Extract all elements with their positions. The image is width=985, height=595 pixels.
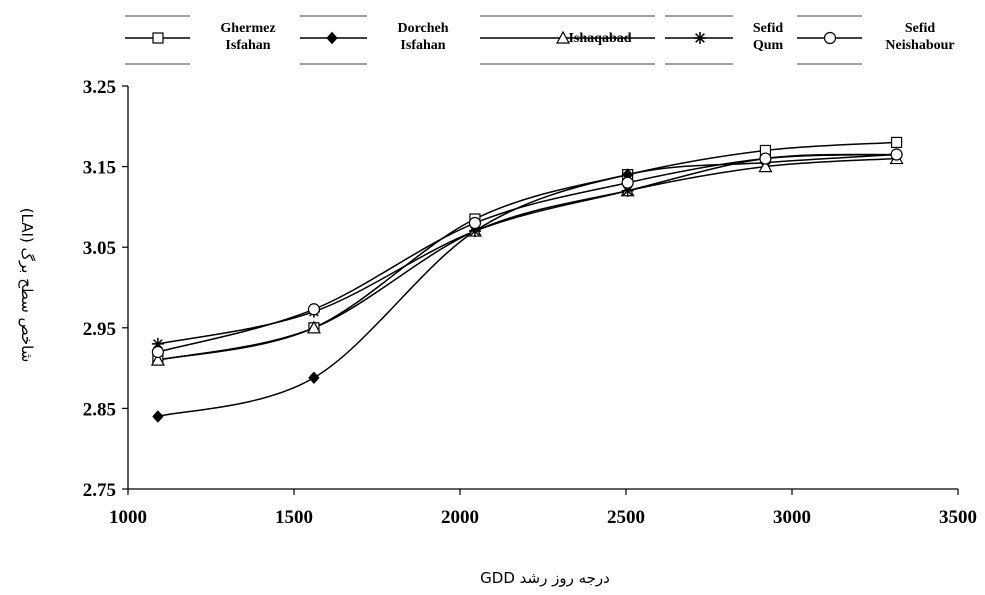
data-point-circle [307, 303, 321, 316]
data-point-triangle [758, 159, 773, 173]
legend-item: Sefid Neishabour [797, 15, 955, 65]
data-point-triangle [306, 320, 321, 334]
legend-marker-triangle [555, 30, 571, 44]
series-markers [150, 136, 904, 423]
legend: Ghermez Isfahan Dorcheh Isfahan Ishaqabad Sef… [125, 15, 955, 65]
data-point-square [890, 136, 903, 149]
data-point-star [621, 184, 634, 197]
y-tick-label: 3.15 [83, 158, 116, 179]
legend-item: Dorcheh Isfahan [300, 15, 449, 65]
legend-label: Qum [753, 38, 784, 53]
data-point-diamond [152, 410, 164, 423]
legend-marker-circle [823, 31, 837, 45]
legend-item: Ishaqabad [480, 15, 655, 65]
y-tick-label: 3.25 [83, 77, 116, 98]
series-line [157, 141, 897, 361]
data-point-circle [468, 216, 482, 230]
series-line [157, 157, 897, 361]
y-tick-label: 3.05 [83, 238, 116, 259]
y-tick-label: 2.85 [83, 399, 116, 420]
data-point-star [468, 225, 481, 238]
y-axis-title: شاخص سطح برگ (LAI) [18, 208, 36, 363]
legend-label: Sefid [905, 21, 936, 36]
y-tick-label: 2.95 [83, 319, 116, 340]
plot-area: 3.25 3.15 3.05 2.95 2.85 2.75 1000 1500 2000 2500… [83, 77, 977, 528]
legend-marker-square [152, 32, 164, 44]
data-point-triangle [150, 352, 165, 366]
x-tick-label: 1000 [109, 507, 147, 528]
legend-label: Sefid [753, 21, 784, 36]
legend-label: Ishaqabad [568, 31, 631, 46]
series-line [157, 153, 897, 345]
legend-label: Neishabour [885, 38, 954, 53]
x-tick-label: 3500 [939, 507, 977, 528]
x-tick-label: 1500 [275, 507, 313, 528]
data-point-circle [151, 345, 164, 359]
x-tick-label: 2000 [441, 507, 479, 528]
x-tick-label: 3000 [773, 507, 811, 528]
legend-item: Sefid Qum [665, 15, 784, 65]
x-tick-label: 2500 [607, 507, 645, 528]
legend-label: Ghermez [220, 21, 275, 36]
legend-label: Dorcheh [397, 21, 448, 36]
legend-marker-star [694, 32, 706, 44]
series-line [157, 153, 897, 418]
data-point-diamond [308, 371, 320, 385]
data-point-circle [890, 148, 903, 161]
legend-marker-diamond [326, 31, 338, 45]
data-point-circle [621, 176, 634, 189]
series-line [157, 153, 897, 353]
series-lines [157, 141, 897, 418]
legend-item: Ghermez Isfahan [125, 15, 276, 65]
axis-ticks: 3.25 3.15 3.05 2.95 2.85 2.75 1000 1500 2000 2500… [83, 77, 977, 528]
data-point-star [151, 337, 164, 350]
legend-label: Isfahan [400, 38, 445, 53]
data-point-circle [759, 152, 772, 165]
y-tick-label: 2.75 [83, 480, 116, 501]
x-axis-title: درجه روز رشد GDD [480, 569, 610, 587]
legend-label: Isfahan [225, 38, 270, 53]
